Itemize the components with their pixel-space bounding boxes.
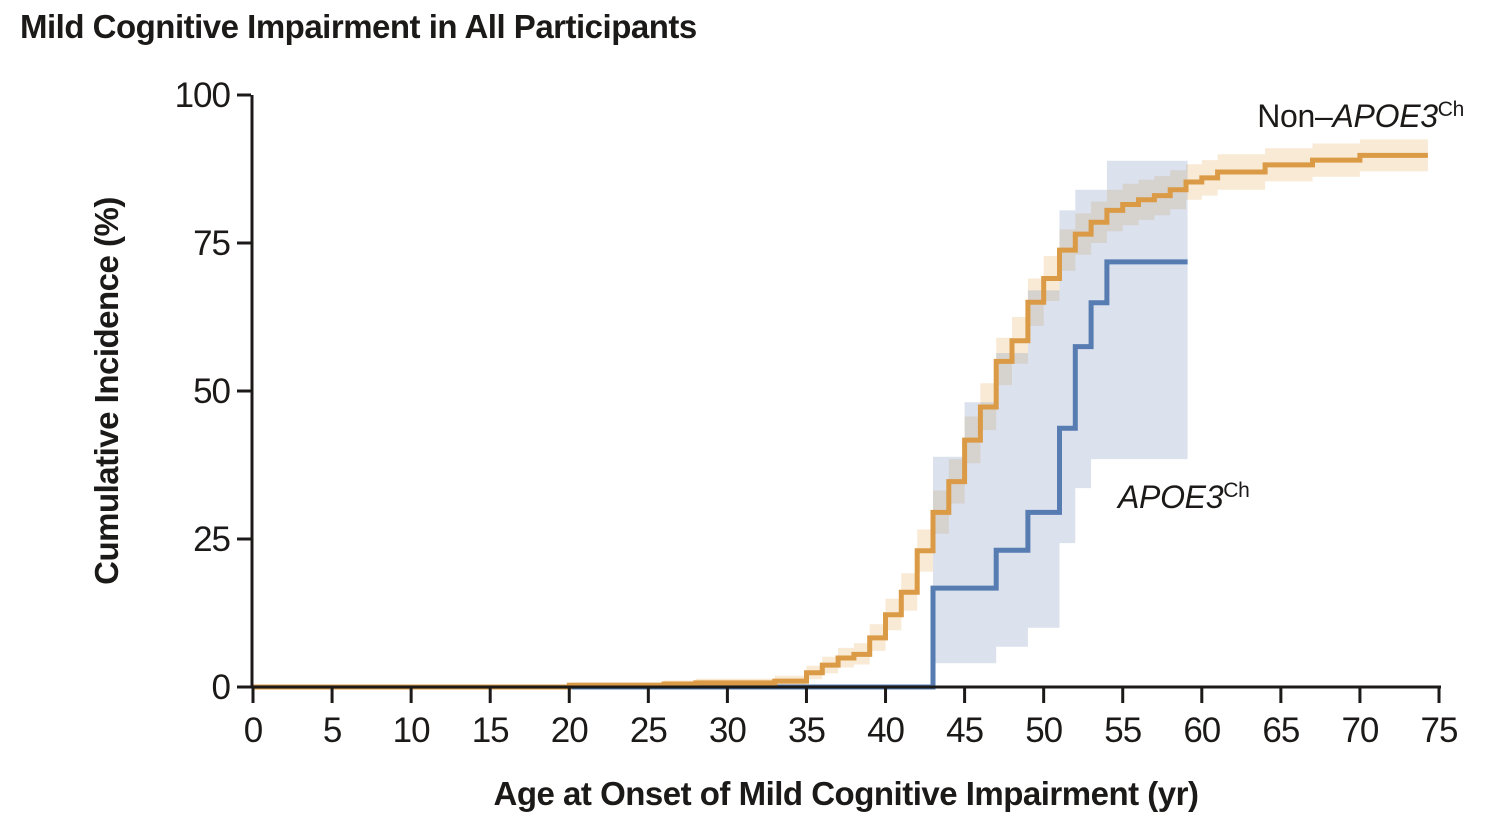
apoe3ch-confidence-band: [933, 160, 1188, 664]
x-tick-label-15: 15: [472, 711, 509, 750]
chart-title: Mild Cognitive Impairment in All Partici…: [20, 8, 697, 45]
y-tick-label-75: 75: [193, 224, 230, 263]
apoe3ch-curve: [253, 259, 1188, 690]
x-tick-label-0: 0: [244, 711, 263, 750]
y-tick-label-50: 50: [193, 372, 230, 411]
x-tick-label-40: 40: [867, 711, 904, 750]
x-tick-label-65: 65: [1262, 711, 1299, 750]
x-tick-label-60: 60: [1183, 711, 1220, 750]
legend-label-noncarrier: Non–APOE3Ch: [1257, 98, 1464, 134]
y-axis-label: Cumulative Incidence (%): [88, 197, 125, 585]
legend-label-carrier: APOE3Ch: [1116, 479, 1249, 515]
x-tick-label-55: 55: [1104, 711, 1141, 750]
y-tick-label-100: 100: [175, 76, 231, 115]
legend-noncarrier-prefix: Non–: [1257, 98, 1333, 134]
non-apoe3ch-curve: [253, 152, 1428, 690]
x-tick-label-20: 20: [551, 711, 588, 750]
legend-noncarrier-gene: APOE3: [1331, 98, 1439, 134]
series-lines: [253, 152, 1428, 690]
x-tick-label-10: 10: [393, 711, 430, 750]
x-axis-label: Age at Onset of Mild Cognitive Impairmen…: [494, 775, 1199, 812]
tick-labels: 0 5 10 15 20 25 30 35 40 45 50 55 60 65 70 75 0 25 50 75 100: [175, 76, 1459, 750]
axes: [237, 93, 1441, 703]
legend-noncarrier-superscript: Ch: [1438, 98, 1464, 121]
x-tick-label-50: 50: [1025, 711, 1062, 750]
x-tick-label-30: 30: [709, 711, 746, 750]
x-tick-label-45: 45: [946, 711, 983, 750]
confidence-bands: [253, 139, 1428, 687]
x-tick-label-5: 5: [323, 711, 341, 750]
y-tick-label-25: 25: [193, 520, 230, 559]
legend-carrier-gene: APOE3: [1116, 479, 1224, 515]
x-tick-label-35: 35: [788, 711, 825, 750]
axis-lines: [250, 95, 1441, 689]
x-tick-label-70: 70: [1341, 711, 1378, 750]
x-tick-label-75: 75: [1421, 711, 1458, 750]
non-apoe3ch-confidence-band: [253, 139, 1428, 687]
x-tick-label-25: 25: [630, 711, 667, 750]
y-tick-label-0: 0: [212, 668, 231, 707]
legend-carrier-superscript: Ch: [1223, 479, 1249, 502]
